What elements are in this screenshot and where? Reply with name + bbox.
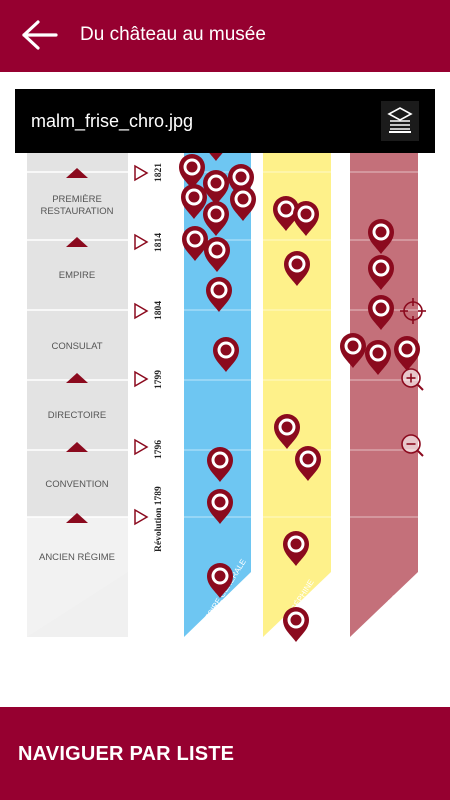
era-label: CONSULAT xyxy=(51,341,102,352)
year-label: 1804 xyxy=(154,301,164,320)
file-name: malm_frise_chro.jpg xyxy=(31,111,194,131)
layers-icon xyxy=(387,107,413,133)
year-label: 1796 xyxy=(154,440,164,459)
layers-button[interactable] xyxy=(381,101,419,141)
era-label: EMPIRE xyxy=(59,270,95,281)
arrow-left-icon xyxy=(22,20,58,50)
band-museum xyxy=(350,142,418,637)
crosshair-icon[interactable] xyxy=(400,298,426,324)
band-josephine xyxy=(263,142,331,637)
zoom-out-icon[interactable] xyxy=(401,434,424,457)
file-header: malm_frise_chro.jpg xyxy=(15,89,435,153)
map-pin[interactable] xyxy=(283,607,309,642)
year-label: 1814 xyxy=(154,233,164,252)
era-label: CONVENTION xyxy=(45,479,108,490)
list-navigation-label: NAVIGUER PAR LISTE xyxy=(18,743,235,765)
era-label: ANCIEN RÉGIME xyxy=(39,552,115,563)
year-label: Révolution 1789 xyxy=(154,486,164,552)
zoom-in-icon[interactable] xyxy=(401,368,424,391)
era-label-restauration: RESTAURATION xyxy=(40,206,113,217)
list-navigation-button[interactable]: NAVIGUER PAR LISTE xyxy=(0,707,450,800)
back-button[interactable] xyxy=(18,18,62,52)
year-label: 1799 xyxy=(154,370,164,389)
era-panel xyxy=(27,142,128,637)
chronology-frieze[interactable]: PREMIÈRE RESTAURATION EMPIRE CONSULAT DI… xyxy=(0,72,450,707)
era-label: DIRECTOIRE xyxy=(48,410,106,421)
era-label-premiere: PREMIÈRE xyxy=(52,194,102,205)
app-bar: Du château au musée xyxy=(0,0,450,72)
year-label: 1821 xyxy=(154,163,164,182)
page-title: Du château au musée xyxy=(80,24,266,45)
band-history xyxy=(184,142,251,637)
